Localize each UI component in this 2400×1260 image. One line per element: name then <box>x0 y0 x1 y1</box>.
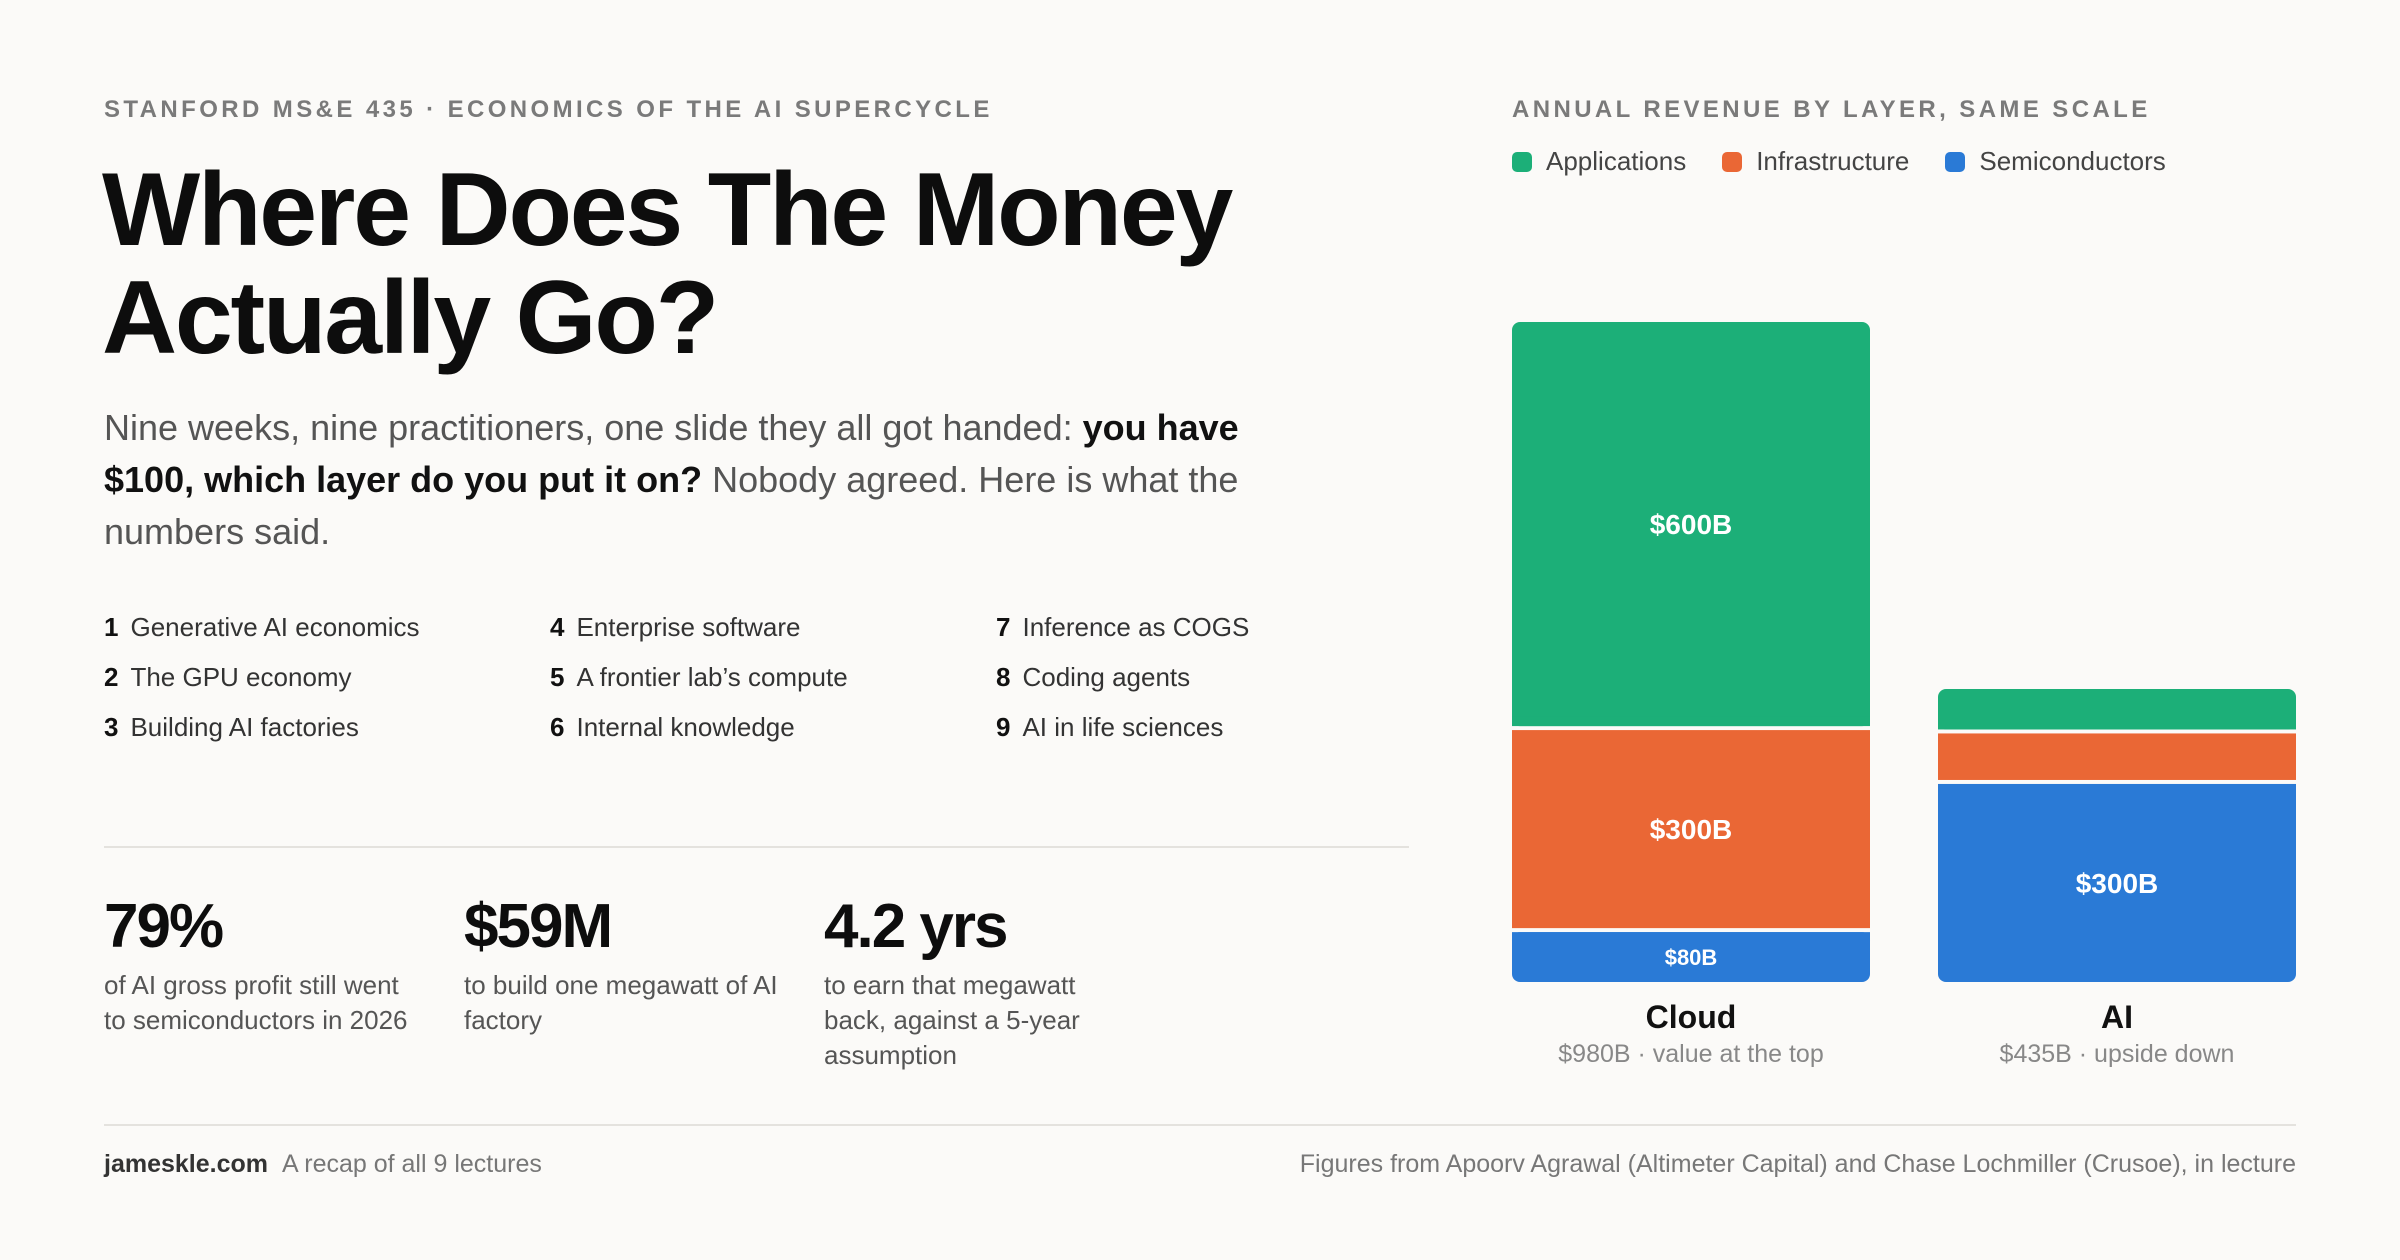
lecture-item: 1 Generative AI economics <box>104 608 550 658</box>
lecture-number: 8 <box>996 662 1011 692</box>
lecture-list: 1 Generative AI economics 2 The GPU economy… <box>104 608 1404 758</box>
bar-corner-fill <box>1938 719 2296 730</box>
legend-swatch <box>1512 151 1532 172</box>
eyebrow: STANFORD MS&E 435 · ECONOMICS OF THE AI … <box>104 96 993 123</box>
lecture-label: Internal knowledge <box>576 712 795 742</box>
bar-segment-cloud-applications <box>1512 322 1870 727</box>
legend-label: Semiconductors <box>1979 146 2166 176</box>
lecture-label: AI in life sciences <box>1022 712 1224 742</box>
lecture-item: 2 The GPU economy <box>104 658 550 708</box>
chart-title: ANNUAL REVENUE BY LAYER, SAME SCALE <box>1512 96 2151 123</box>
lecture-item: 3 Building AI factories <box>104 708 550 758</box>
category-label-cloud: Cloud <box>1646 999 1737 1035</box>
stat-value: 4.2 yrs <box>824 892 1009 961</box>
stat-megawatt-cost: $59M to build one megawatt of AI factory <box>464 890 784 1038</box>
bar-corner-fill <box>1938 783 2296 794</box>
lecture-number: 2 <box>104 662 119 692</box>
footer-left: jameskle.com A recap of all 9 lectures <box>104 1150 542 1179</box>
stat-value: 79% <box>104 892 224 961</box>
legend-label: Applications <box>1546 146 1687 176</box>
legend-swatch <box>1945 151 1966 172</box>
legend-swatch <box>1722 151 1743 172</box>
stat-gross-profit: 79% of AI gross profit still went to sem… <box>104 890 424 1038</box>
lecture-label: Building AI factories <box>130 712 359 742</box>
bar-segment-ai-semiconductors <box>1938 783 2296 982</box>
intro-paragraph: Nine weeks, nine practitioners, one slid… <box>104 402 1304 558</box>
bar-corner-fill <box>1512 716 1870 727</box>
category-subtitle: $435B · upside down <box>2000 1040 2235 1068</box>
stat-description: to earn that megawatt back, against a 5-… <box>824 970 1080 1070</box>
lecture-number: 5 <box>550 662 565 692</box>
lecture-item: 8 Coding agents <box>996 658 1396 708</box>
lecture-label: Generative AI economics <box>130 612 420 642</box>
legend-item-infrastructure: Infrastructure <box>1722 146 1909 177</box>
stat-description: to build one megawatt of AI factory <box>464 970 778 1035</box>
stat-value: $59M <box>464 892 613 961</box>
intro-text-bold: you have $100, which layer do you put it… <box>104 407 1239 500</box>
legend-label: Infrastructure <box>1756 146 1910 176</box>
lecture-number: 9 <box>996 712 1011 742</box>
footer-credits: Figures from Apoorv Agrawal (Altimeter C… <box>1299 1150 2296 1178</box>
lecture-number: 7 <box>996 612 1011 642</box>
chart-legend: Applications Infrastructure Semiconductors <box>1512 146 2166 177</box>
lecture-label: A frontier lab’s compute <box>576 662 848 692</box>
footer-divider <box>104 1124 2296 1126</box>
lecture-label: Inference as COGS <box>1022 612 1250 642</box>
lecture-number: 4 <box>550 612 565 642</box>
bar-segment-ai-applications <box>1938 689 2296 730</box>
bar-value-label: $300B <box>1650 814 1733 845</box>
divider <box>104 846 1409 848</box>
footer-tagline: A recap of all 9 lectures <box>282 1150 542 1178</box>
lecture-label: The GPU economy <box>130 662 352 692</box>
page-title: Where Does The Money Actually Go? <box>102 152 1233 376</box>
revenue-stacked-bar-chart: $80B $300B $600B Cloud $980B · value at the … <box>1512 322 2296 1068</box>
bar-value-label: $80B <box>1665 945 1718 970</box>
stat-payback: 4.2 yrs to earn that megawatt back, agai… <box>824 890 1144 1073</box>
lecture-item: 7 Inference as COGS <box>996 608 1396 658</box>
lecture-number: 3 <box>104 712 119 742</box>
stat-description: of AI gross profit still went to semicon… <box>104 970 408 1035</box>
lecture-label: Enterprise software <box>576 612 801 642</box>
bar-segment-cloud-infrastructure <box>1512 730 1870 929</box>
bar-corner-fill <box>1512 932 1870 943</box>
bar-value-label: $600B <box>1650 509 1733 540</box>
intro-text-end: Nobody agreed. Here is what the numbers … <box>104 459 1239 552</box>
legend-item-applications: Applications <box>1512 146 1686 177</box>
lecture-item: 4 Enterprise software <box>550 608 996 658</box>
category-subtitle: $980B · value at the top <box>1558 1040 1823 1068</box>
bar-segment-cloud-semiconductors <box>1512 932 1870 982</box>
bar-segment-ai-infrastructure <box>1938 733 2296 780</box>
lecture-item: 6 Internal knowledge <box>550 708 996 758</box>
lecture-label: Coding agents <box>1022 662 1191 692</box>
lecture-item: 9 AI in life sciences <box>996 708 1396 758</box>
lecture-number: 6 <box>550 712 565 742</box>
lecture-item: 5 A frontier lab’s compute <box>550 658 996 708</box>
site-name: jameskle.com <box>104 1150 268 1178</box>
intro-text-start: Nine weeks, nine practitioners, one slid… <box>104 407 1083 448</box>
legend-item-semiconductors: Semiconductors <box>1945 146 2166 177</box>
lecture-number: 1 <box>104 612 119 642</box>
category-label-ai: AI <box>2101 999 2133 1035</box>
bar-value-label: $300B <box>2076 868 2159 899</box>
